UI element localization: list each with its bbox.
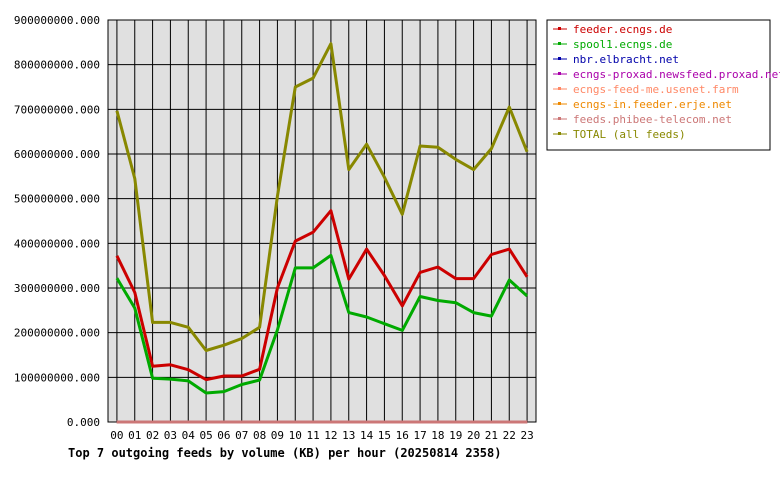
- x-tick-label: 15: [378, 429, 391, 442]
- x-tick-label: 09: [271, 429, 284, 442]
- y-tick-label: 900000000.000: [14, 14, 100, 27]
- x-tick-label: 18: [431, 429, 444, 442]
- legend-marker: [558, 27, 561, 30]
- x-tick-label: 21: [485, 429, 498, 442]
- legend-marker: [558, 72, 561, 75]
- x-tick-label: 22: [503, 429, 516, 442]
- legend-marker: [558, 132, 561, 135]
- x-tick-label: 08: [253, 429, 266, 442]
- legend-marker: [558, 57, 561, 60]
- x-axis-tick-labels: 00 01 02 03 04 05 06 07 08 09 10 11 12 13 14 15 16 17 18 19…: [110, 429, 533, 442]
- x-tick-label: 03: [164, 429, 177, 442]
- x-tick-label: 13: [342, 429, 355, 442]
- y-tick-label: 400000000.000: [14, 237, 100, 250]
- y-tick-label: 100000000.000: [14, 371, 100, 384]
- x-tick-label: 16: [396, 429, 409, 442]
- x-tick-label: 06: [217, 429, 230, 442]
- legend-marker: [558, 87, 561, 90]
- legend-marker: [558, 117, 561, 120]
- legend-label: feeds.phibee-telecom.net: [573, 113, 732, 126]
- y-tick-label: 600000000.000: [14, 148, 100, 161]
- x-tick-label: 05: [199, 429, 212, 442]
- legend-label: spool1.ecngs.de: [573, 38, 672, 51]
- x-tick-label: 14: [360, 429, 374, 442]
- legend-label: ecngs-feed-me.usenet.farm: [573, 83, 739, 96]
- x-tick-label: 02: [146, 429, 159, 442]
- x-tick-label: 01: [128, 429, 141, 442]
- y-tick-label: 700000000.000: [14, 103, 100, 116]
- legend-marker: [558, 42, 561, 45]
- y-tick-label: 800000000.000: [14, 59, 100, 72]
- y-tick-label: 300000000.000: [14, 282, 100, 295]
- x-tick-label: 11: [306, 429, 319, 442]
- x-tick-label: 04: [182, 429, 196, 442]
- legend-marker: [558, 102, 561, 105]
- series-lines: [115, 42, 529, 424]
- x-tick-label: 23: [520, 429, 533, 442]
- grid-lines: [108, 19, 536, 423]
- series-line-1: [115, 253, 529, 395]
- series-line-0: [115, 209, 529, 382]
- y-tick-label: 0.000: [67, 416, 100, 429]
- legend-label: ecngs-proxad.newsfeed.proxad.net: [573, 68, 780, 81]
- legend-label: ecngs-in.feeder.erje.net: [573, 98, 732, 111]
- legend-label: feeder.ecngs.de: [573, 23, 672, 36]
- x-tick-label: 20: [467, 429, 480, 442]
- x-tick-label: 19: [449, 429, 462, 442]
- legend: feeder.ecngs.de spool1.ecngs.de nbr.elbrac…: [553, 23, 780, 141]
- x-tick-label: 17: [413, 429, 426, 442]
- legend-label: TOTAL (all feeds): [573, 128, 686, 141]
- y-tick-label: 500000000.000: [14, 193, 100, 206]
- series-line-7: [115, 42, 529, 352]
- x-tick-label: 12: [324, 429, 337, 442]
- x-tick-label: 00: [110, 429, 123, 442]
- y-tick-label: 200000000.000: [14, 327, 100, 340]
- x-tick-label: 07: [235, 429, 248, 442]
- chart-title: Top 7 outgoing feeds by volume (KB) per …: [68, 446, 501, 460]
- legend-box: [546, 19, 771, 151]
- y-axis-tick-labels: 0.000 100000000.000 200000000.000 300000000…: [14, 14, 100, 429]
- legend-label: nbr.elbracht.net: [573, 53, 679, 66]
- x-tick-label: 10: [289, 429, 302, 442]
